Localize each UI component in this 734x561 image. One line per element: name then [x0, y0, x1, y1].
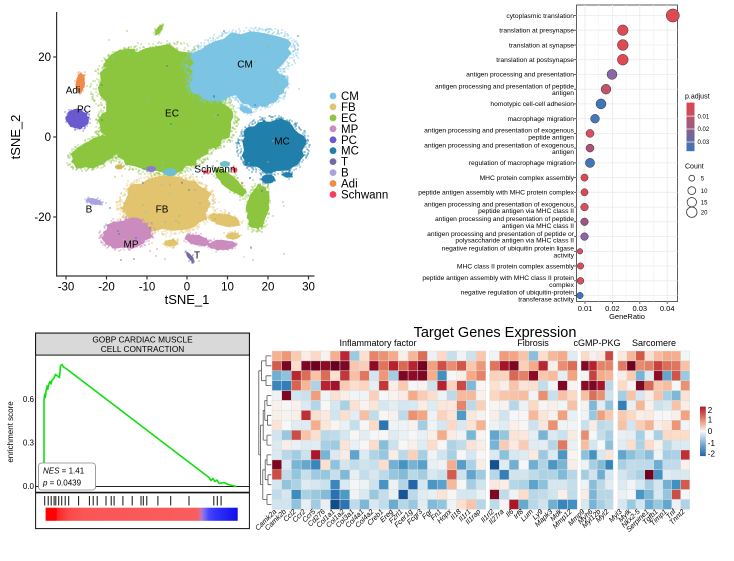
svg-text:30: 30 [302, 282, 315, 294]
svg-text:Schwann: Schwann [341, 190, 388, 202]
svg-text:10: 10 [221, 282, 234, 294]
svg-text:0.01: 0.01 [698, 114, 710, 120]
svg-text:antigen processing and present: antigen processing and presentation of e… [424, 142, 574, 149]
svg-text:0.3: 0.3 [23, 439, 35, 448]
svg-text:Adi: Adi [341, 179, 358, 191]
svg-text:antigen via MHC class II: antigen via MHC class II [502, 223, 574, 230]
svg-text:translation at postsynapse: translation at postsynapse [496, 57, 574, 64]
svg-text:Il6: Il6 [504, 507, 516, 519]
svg-text:negative regulation of ubiquit: negative regulation of ubiquitin protein… [442, 246, 575, 253]
svg-text:2: 2 [708, 406, 713, 415]
svg-text:cGMP-PKG: cGMP-PKG [573, 338, 620, 348]
svg-text:MHC protein complex assembly: MHC protein complex assembly [480, 175, 575, 182]
svg-text:homotypic cell-cell adhesion: homotypic cell-cell adhesion [490, 101, 574, 108]
svg-text:CELL CONTRACTION: CELL CONTRACTION [101, 344, 185, 354]
svg-text:negative regulation of ubiquit: negative regulation of ubiquitin-protein [461, 290, 575, 297]
svg-text:translation at synapse: translation at synapse [509, 42, 574, 49]
svg-text:20: 20 [701, 210, 708, 216]
svg-text:-30: -30 [58, 282, 75, 294]
svg-text:B: B [86, 205, 93, 216]
svg-text:Adi: Adi [66, 86, 80, 97]
svg-text:enrichment score: enrichment score [6, 401, 15, 463]
svg-text:T: T [194, 251, 200, 262]
svg-text:p = 0.0439: p = 0.0439 [42, 479, 82, 488]
svg-text:GOBP CARDIAC MUSCLE: GOBP CARDIAC MUSCLE [92, 335, 193, 345]
svg-text:antigen processing and present: antigen processing and presentation of p… [435, 83, 574, 90]
svg-text:0.02: 0.02 [698, 127, 710, 133]
svg-text:20: 20 [38, 52, 51, 64]
svg-text:peptide antigen assembly with: peptide antigen assembly with MHC protei… [418, 190, 574, 197]
svg-text:Fibrosis: Fibrosis [517, 338, 549, 348]
svg-text:p.adjust: p.adjust [685, 94, 710, 101]
svg-text:peptide antigen assembly with: peptide antigen assembly with MHC class … [422, 275, 574, 282]
svg-text:CM: CM [237, 60, 253, 71]
svg-text:0: 0 [184, 282, 190, 294]
svg-text:-20: -20 [98, 282, 115, 294]
svg-text:cytoplasmic translation: cytoplasmic translation [506, 13, 574, 20]
svg-text:0.02: 0.02 [605, 304, 620, 313]
svg-text:tSNE_2: tSNE_2 [8, 115, 23, 160]
svg-text:-1: -1 [708, 439, 716, 448]
svg-text:transferase activity: transferase activity [518, 297, 574, 304]
svg-text:B: B [341, 168, 349, 180]
svg-text:Count: Count [685, 164, 704, 171]
svg-text:0.01: 0.01 [578, 304, 593, 313]
svg-text:0: 0 [45, 132, 51, 144]
svg-text:MC: MC [341, 146, 359, 158]
svg-text:20: 20 [262, 282, 275, 294]
svg-text:antigen processing and present: antigen processing and presentation [466, 72, 574, 79]
svg-text:T: T [341, 157, 348, 169]
svg-text:GeneRatio: GeneRatio [609, 312, 645, 321]
svg-text:0.0: 0.0 [23, 482, 35, 491]
svg-text:-10: -10 [139, 282, 156, 294]
svg-text:-2: -2 [708, 450, 716, 459]
svg-text:Target Genes Expression: Target Genes Expression [414, 325, 577, 341]
svg-text:MP: MP [124, 240, 139, 251]
svg-text:Schwann: Schwann [194, 165, 235, 176]
svg-text:peptide antigen: peptide antigen [528, 134, 574, 141]
svg-text:MHC class II protein complex a: MHC class II protein complex assembly [457, 263, 575, 270]
svg-text:1: 1 [708, 416, 713, 425]
svg-text:antigen processing and present: antigen processing and presentation of p… [427, 231, 575, 238]
svg-text:EC: EC [341, 113, 357, 125]
svg-text:complex: complex [549, 282, 575, 289]
svg-text:5: 5 [701, 176, 705, 182]
svg-text:10: 10 [701, 189, 708, 195]
svg-text:15: 15 [701, 200, 708, 206]
svg-text:EC: EC [165, 109, 179, 120]
svg-text:antigen processing and present: antigen processing and presentation of p… [435, 216, 574, 223]
svg-text:antigen: antigen [552, 149, 574, 156]
svg-text:PC: PC [77, 105, 91, 116]
svg-text:PC: PC [341, 135, 357, 147]
svg-text:Inflammatory factor: Inflammatory factor [339, 338, 416, 348]
svg-text:antigen processing and present: antigen processing and presentation of e… [424, 128, 574, 135]
svg-text:FB: FB [156, 205, 169, 216]
svg-text:regulation of macrophage migra: regulation of macrophage migration [469, 160, 574, 167]
svg-text:MP: MP [341, 124, 359, 136]
svg-text:NES = 1.41: NES = 1.41 [43, 467, 85, 476]
svg-text:peptide antigen via MHC class: peptide antigen via MHC class II [478, 208, 574, 215]
svg-text:tSNE_1: tSNE_1 [165, 292, 210, 307]
svg-text:FB: FB [341, 102, 356, 114]
svg-text:polysaccharide antigen via MHC: polysaccharide antigen via MHC class II [455, 238, 574, 245]
svg-text:antigen: antigen [552, 90, 574, 97]
svg-text:MC: MC [274, 137, 290, 148]
svg-text:activity: activity [554, 252, 575, 259]
svg-text:antigen processing and present: antigen processing and presentation of e… [424, 201, 574, 208]
svg-text:Sarcomere: Sarcomere [632, 338, 676, 348]
svg-text:macrophage migration: macrophage migration [507, 116, 574, 123]
svg-text:0.03: 0.03 [698, 140, 710, 146]
svg-text:0.03: 0.03 [632, 304, 647, 313]
svg-text:-20: -20 [34, 212, 51, 224]
svg-text:0: 0 [708, 427, 713, 436]
svg-text:CM: CM [341, 91, 359, 103]
svg-text:0.6: 0.6 [23, 395, 35, 404]
svg-text:0.04: 0.04 [660, 304, 675, 313]
svg-text:translation at presynapse: translation at presynapse [499, 28, 574, 35]
